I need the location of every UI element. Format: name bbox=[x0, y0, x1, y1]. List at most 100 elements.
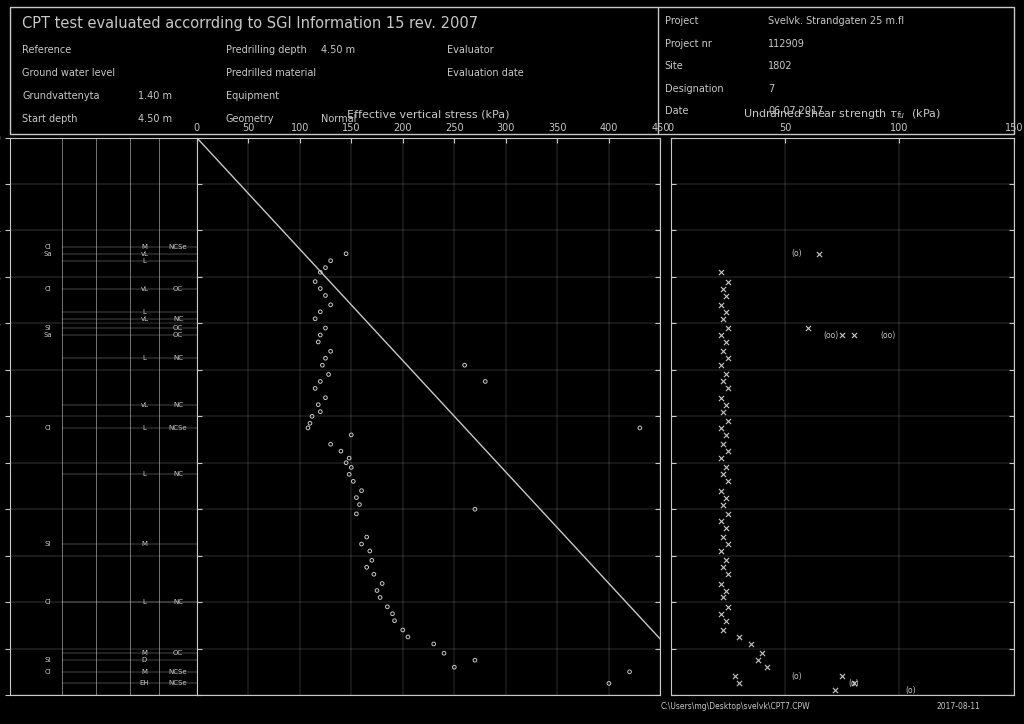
Point bbox=[467, 503, 483, 515]
Point bbox=[718, 336, 734, 348]
Point bbox=[307, 382, 324, 394]
Point bbox=[720, 382, 736, 394]
Point bbox=[379, 601, 395, 613]
Point bbox=[366, 568, 382, 580]
Point bbox=[713, 515, 729, 526]
Point bbox=[720, 276, 736, 287]
Text: NC: NC bbox=[173, 471, 183, 477]
Point bbox=[348, 492, 365, 503]
Text: NC: NC bbox=[173, 316, 183, 321]
Point bbox=[302, 418, 318, 429]
Point bbox=[353, 485, 370, 497]
Point bbox=[348, 508, 365, 520]
Point bbox=[317, 392, 334, 403]
Text: Cl: Cl bbox=[44, 425, 51, 431]
Point bbox=[720, 476, 736, 487]
Text: Cl: Cl bbox=[44, 285, 51, 292]
Point bbox=[361, 545, 378, 557]
Point bbox=[718, 306, 734, 318]
Point bbox=[713, 485, 729, 497]
Text: Cl: Cl bbox=[44, 669, 51, 675]
Point bbox=[310, 399, 327, 411]
Point bbox=[713, 359, 729, 371]
Point bbox=[720, 322, 736, 334]
Point bbox=[312, 266, 329, 278]
Text: 06.07.2017: 06.07.2017 bbox=[768, 106, 823, 117]
Point bbox=[384, 608, 400, 620]
Text: vL: vL bbox=[140, 316, 148, 321]
Text: NC: NC bbox=[173, 402, 183, 408]
Text: Project nr: Project nr bbox=[665, 38, 712, 49]
Text: NCSe: NCSe bbox=[169, 681, 187, 686]
Point bbox=[715, 499, 731, 510]
Text: (o): (o) bbox=[848, 679, 859, 688]
Point bbox=[317, 290, 334, 301]
Point bbox=[343, 462, 359, 473]
Text: Start depth: Start depth bbox=[23, 114, 78, 124]
Point bbox=[715, 283, 731, 295]
Text: NCSe: NCSe bbox=[169, 244, 187, 250]
Point bbox=[307, 313, 324, 324]
Text: (oo): (oo) bbox=[881, 330, 896, 340]
Text: Evaluation date: Evaluation date bbox=[446, 68, 523, 78]
Point bbox=[374, 578, 390, 589]
Point bbox=[750, 654, 766, 666]
Point bbox=[323, 299, 339, 311]
Point bbox=[718, 429, 734, 441]
Text: vL: vL bbox=[140, 402, 148, 408]
Text: Date: Date bbox=[665, 106, 688, 117]
Point bbox=[632, 422, 648, 434]
Point bbox=[718, 290, 734, 301]
Text: Geometry: Geometry bbox=[226, 114, 274, 124]
Text: L: L bbox=[142, 599, 146, 605]
Text: (o): (o) bbox=[905, 686, 916, 695]
Point bbox=[846, 329, 862, 341]
Text: 1.40 m: 1.40 m bbox=[137, 91, 172, 101]
Text: NC: NC bbox=[173, 355, 183, 361]
Point bbox=[317, 353, 334, 364]
Point bbox=[323, 345, 339, 357]
Point bbox=[338, 457, 354, 468]
Point bbox=[718, 399, 734, 411]
Text: OC: OC bbox=[173, 650, 183, 656]
Text: Predrilled material: Predrilled material bbox=[226, 68, 316, 78]
Point bbox=[713, 422, 729, 434]
Text: 112909: 112909 bbox=[768, 38, 805, 49]
Text: L: L bbox=[142, 355, 146, 361]
Point bbox=[713, 452, 729, 464]
Text: (o): (o) bbox=[792, 249, 802, 258]
Text: Cl: Cl bbox=[44, 599, 51, 605]
Point bbox=[827, 685, 844, 696]
Point bbox=[457, 359, 473, 371]
Text: OC: OC bbox=[173, 325, 183, 331]
Point bbox=[720, 445, 736, 457]
Point bbox=[323, 255, 339, 266]
Point bbox=[715, 345, 731, 357]
Text: D: D bbox=[141, 657, 147, 663]
Point bbox=[727, 670, 743, 682]
Point bbox=[720, 415, 736, 426]
Point bbox=[715, 562, 731, 573]
Point bbox=[846, 678, 862, 689]
Text: Designation: Designation bbox=[665, 84, 723, 94]
Point bbox=[426, 638, 442, 649]
Point bbox=[364, 555, 380, 566]
Point bbox=[312, 329, 329, 341]
Text: Si: Si bbox=[44, 541, 51, 547]
Point bbox=[394, 624, 411, 636]
Text: L: L bbox=[142, 471, 146, 477]
Point bbox=[333, 445, 349, 457]
Point bbox=[715, 406, 731, 418]
Point bbox=[312, 376, 329, 387]
Point bbox=[343, 429, 359, 441]
Point bbox=[300, 422, 316, 434]
Point bbox=[345, 476, 361, 487]
Point bbox=[718, 462, 734, 473]
Text: 7: 7 bbox=[768, 84, 774, 94]
Point bbox=[317, 262, 334, 274]
Text: L: L bbox=[142, 425, 146, 431]
Point bbox=[713, 299, 729, 311]
Point bbox=[731, 631, 748, 643]
Text: OC: OC bbox=[173, 332, 183, 338]
Text: M: M bbox=[141, 650, 147, 656]
